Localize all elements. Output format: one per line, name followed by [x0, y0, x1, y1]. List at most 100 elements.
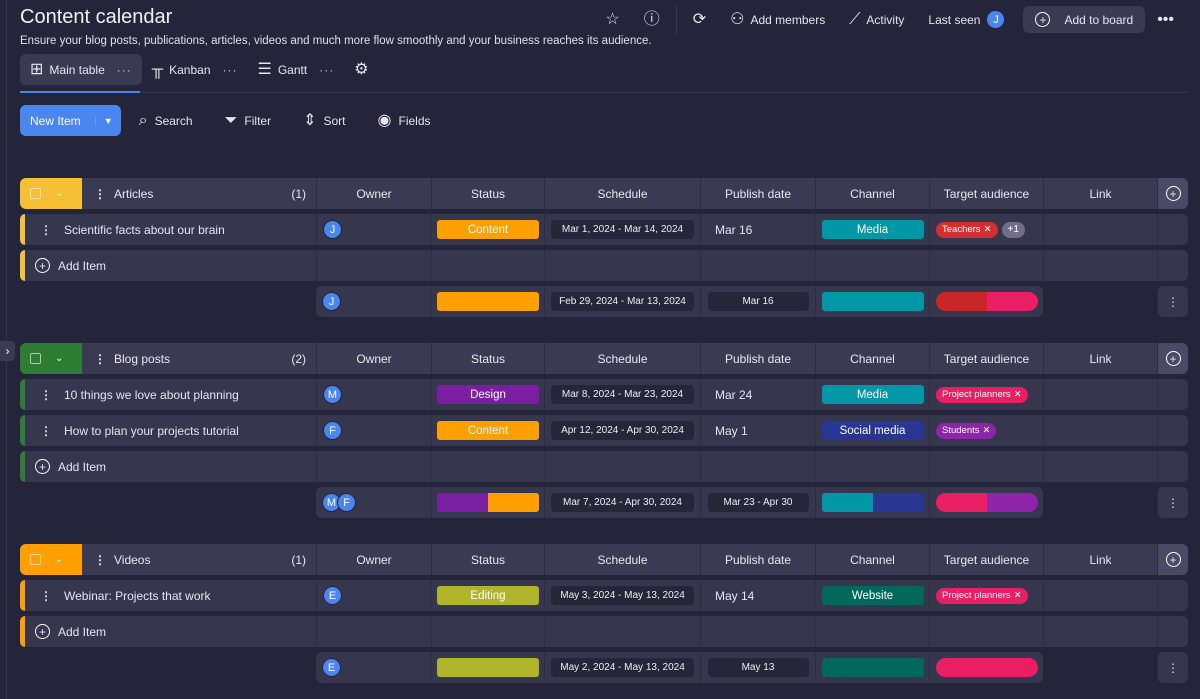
kebab-menu-icon[interactable]: ⋮: [40, 222, 52, 237]
new-item-button[interactable]: New Item ▼: [20, 105, 121, 136]
status-cell[interactable]: Design: [431, 379, 544, 410]
favorite-button[interactable]: ☆: [593, 6, 631, 33]
add-item-button[interactable]: + Add Item: [20, 250, 316, 281]
column-header[interactable]: Publish date: [700, 544, 815, 575]
tab-menu-icon[interactable]: ···: [222, 62, 238, 77]
item-name-cell[interactable]: ⋮ Webinar: Projects that work: [20, 580, 316, 611]
target-audience-cell[interactable]: Project planners ✕: [929, 379, 1043, 410]
more-audience-badge[interactable]: +1: [1001, 221, 1025, 238]
schedule-cell[interactable]: Apr 12, 2024 - Apr 30, 2024: [544, 415, 700, 446]
summary-menu-button[interactable]: ⋮: [1157, 487, 1188, 518]
last-seen[interactable]: Last seen J: [916, 6, 1017, 33]
drag-handle-icon[interactable]: ⋮: [94, 552, 106, 567]
column-header[interactable]: Schedule: [544, 544, 700, 575]
chevron-down-icon[interactable]: ⌄: [55, 188, 64, 199]
column-header[interactable]: Publish date: [700, 178, 815, 209]
column-header[interactable]: Owner: [316, 544, 431, 575]
channel-cell[interactable]: Media: [815, 214, 929, 245]
kebab-menu-icon[interactable]: ⋮: [40, 387, 52, 402]
column-header[interactable]: Channel: [815, 178, 929, 209]
owner-cell[interactable]: J: [316, 214, 431, 245]
target-audience-cell[interactable]: Students ✕: [929, 415, 1043, 446]
tab-gantt[interactable]: ☰ Gantt ···: [248, 54, 345, 85]
link-cell[interactable]: [1043, 214, 1157, 245]
link-cell[interactable]: [1043, 415, 1157, 446]
owner-cell[interactable]: E: [316, 580, 431, 611]
column-header[interactable]: Link: [1043, 178, 1157, 209]
search-button[interactable]: ⌕ Search: [125, 105, 207, 136]
status-cell[interactable]: Content: [431, 214, 544, 245]
sort-button[interactable]: ⇕ Sort: [289, 105, 359, 136]
summary-menu-button[interactable]: ⋮: [1157, 652, 1188, 683]
add-column-button[interactable]: +: [1157, 178, 1188, 209]
channel-cell[interactable]: Social media: [815, 415, 929, 446]
expand-sidebar-button[interactable]: ›: [0, 341, 15, 361]
column-header[interactable]: Status: [431, 544, 544, 575]
item-name-cell[interactable]: ⋮ How to plan your projects tutorial: [20, 415, 316, 446]
publish-date-cell[interactable]: May 1: [700, 415, 815, 446]
column-header[interactable]: Target audience: [929, 544, 1043, 575]
column-header[interactable]: Schedule: [544, 178, 700, 209]
column-header[interactable]: Target audience: [929, 343, 1043, 374]
item-name-cell[interactable]: ⋮ Scientific facts about our brain: [20, 214, 316, 245]
column-header[interactable]: Target audience: [929, 178, 1043, 209]
drag-handle-icon[interactable]: ⋮: [94, 186, 106, 201]
column-header[interactable]: Channel: [815, 343, 929, 374]
group-title[interactable]: ⋮ Videos (1): [82, 553, 316, 567]
remove-tag-icon[interactable]: ✕: [983, 224, 992, 235]
owner-cell[interactable]: M: [316, 379, 431, 410]
publish-date-cell[interactable]: Mar 24: [700, 379, 815, 410]
add-column-button[interactable]: +: [1157, 544, 1188, 575]
column-header[interactable]: Owner: [316, 178, 431, 209]
publish-date-cell[interactable]: May 14: [700, 580, 815, 611]
owner-cell[interactable]: F: [316, 415, 431, 446]
column-header[interactable]: Status: [431, 178, 544, 209]
kebab-menu-icon[interactable]: ⋮: [40, 423, 52, 438]
tab-kanban[interactable]: ╥ Kanban ···: [142, 54, 248, 85]
column-header[interactable]: Channel: [815, 544, 929, 575]
group-checkbox[interactable]: [30, 554, 41, 565]
column-header[interactable]: Status: [431, 343, 544, 374]
column-header[interactable]: Owner: [316, 343, 431, 374]
tab-menu-icon[interactable]: ···: [116, 62, 132, 77]
add-column-button[interactable]: +: [1157, 343, 1188, 374]
target-audience-cell[interactable]: Project planners ✕: [929, 580, 1043, 611]
group-checkbox[interactable]: [30, 188, 41, 199]
target-audience-cell[interactable]: Teachers ✕ +1: [929, 214, 1043, 245]
tab-main-table[interactable]: ⊞ Main table ···: [20, 54, 142, 85]
remove-tag-icon[interactable]: ✕: [982, 425, 991, 436]
group-checkbox[interactable]: [30, 353, 41, 364]
more-options-button[interactable]: •••: [1145, 6, 1186, 33]
add-item-button[interactable]: + Add Item: [20, 451, 316, 482]
drag-handle-icon[interactable]: ⋮: [94, 351, 106, 366]
chevron-down-icon[interactable]: ⌄: [55, 554, 64, 565]
channel-cell[interactable]: Media: [815, 379, 929, 410]
remove-tag-icon[interactable]: ✕: [1013, 590, 1022, 601]
link-cell[interactable]: [1043, 379, 1157, 410]
add-item-button[interactable]: + Add Item: [20, 616, 316, 647]
group-title[interactable]: ⋮ Articles (1): [82, 187, 316, 201]
tab-menu-icon[interactable]: ···: [319, 62, 335, 77]
column-header[interactable]: Schedule: [544, 343, 700, 374]
fields-button[interactable]: ◉ Fields: [364, 105, 445, 136]
status-cell[interactable]: Content: [431, 415, 544, 446]
sync-button[interactable]: ⟳: [681, 6, 718, 33]
remove-tag-icon[interactable]: ✕: [1013, 389, 1022, 400]
info-button[interactable]: ⓘ: [632, 6, 672, 33]
group-title[interactable]: ⋮ Blog posts (2): [82, 352, 316, 366]
column-header[interactable]: Link: [1043, 343, 1157, 374]
column-header[interactable]: Link: [1043, 544, 1157, 575]
channel-cell[interactable]: Website: [815, 580, 929, 611]
filter-button[interactable]: ⏷ Filter: [211, 105, 285, 136]
add-to-board-button[interactable]: + Add to board: [1023, 6, 1146, 33]
column-header[interactable]: Publish date: [700, 343, 815, 374]
activity-button[interactable]: ⟋ Activity: [837, 6, 916, 33]
chevron-down-icon[interactable]: ⌄: [55, 353, 64, 364]
caret-down-icon[interactable]: ▼: [94, 115, 121, 126]
schedule-cell[interactable]: Mar 1, 2024 - Mar 14, 2024: [544, 214, 700, 245]
kebab-menu-icon[interactable]: ⋮: [40, 588, 52, 603]
publish-date-cell[interactable]: Mar 16: [700, 214, 815, 245]
schedule-cell[interactable]: Mar 8, 2024 - Mar 23, 2024: [544, 379, 700, 410]
add-members-button[interactable]: ⚇ Add members: [718, 6, 837, 33]
summary-menu-button[interactable]: ⋮: [1157, 286, 1188, 317]
